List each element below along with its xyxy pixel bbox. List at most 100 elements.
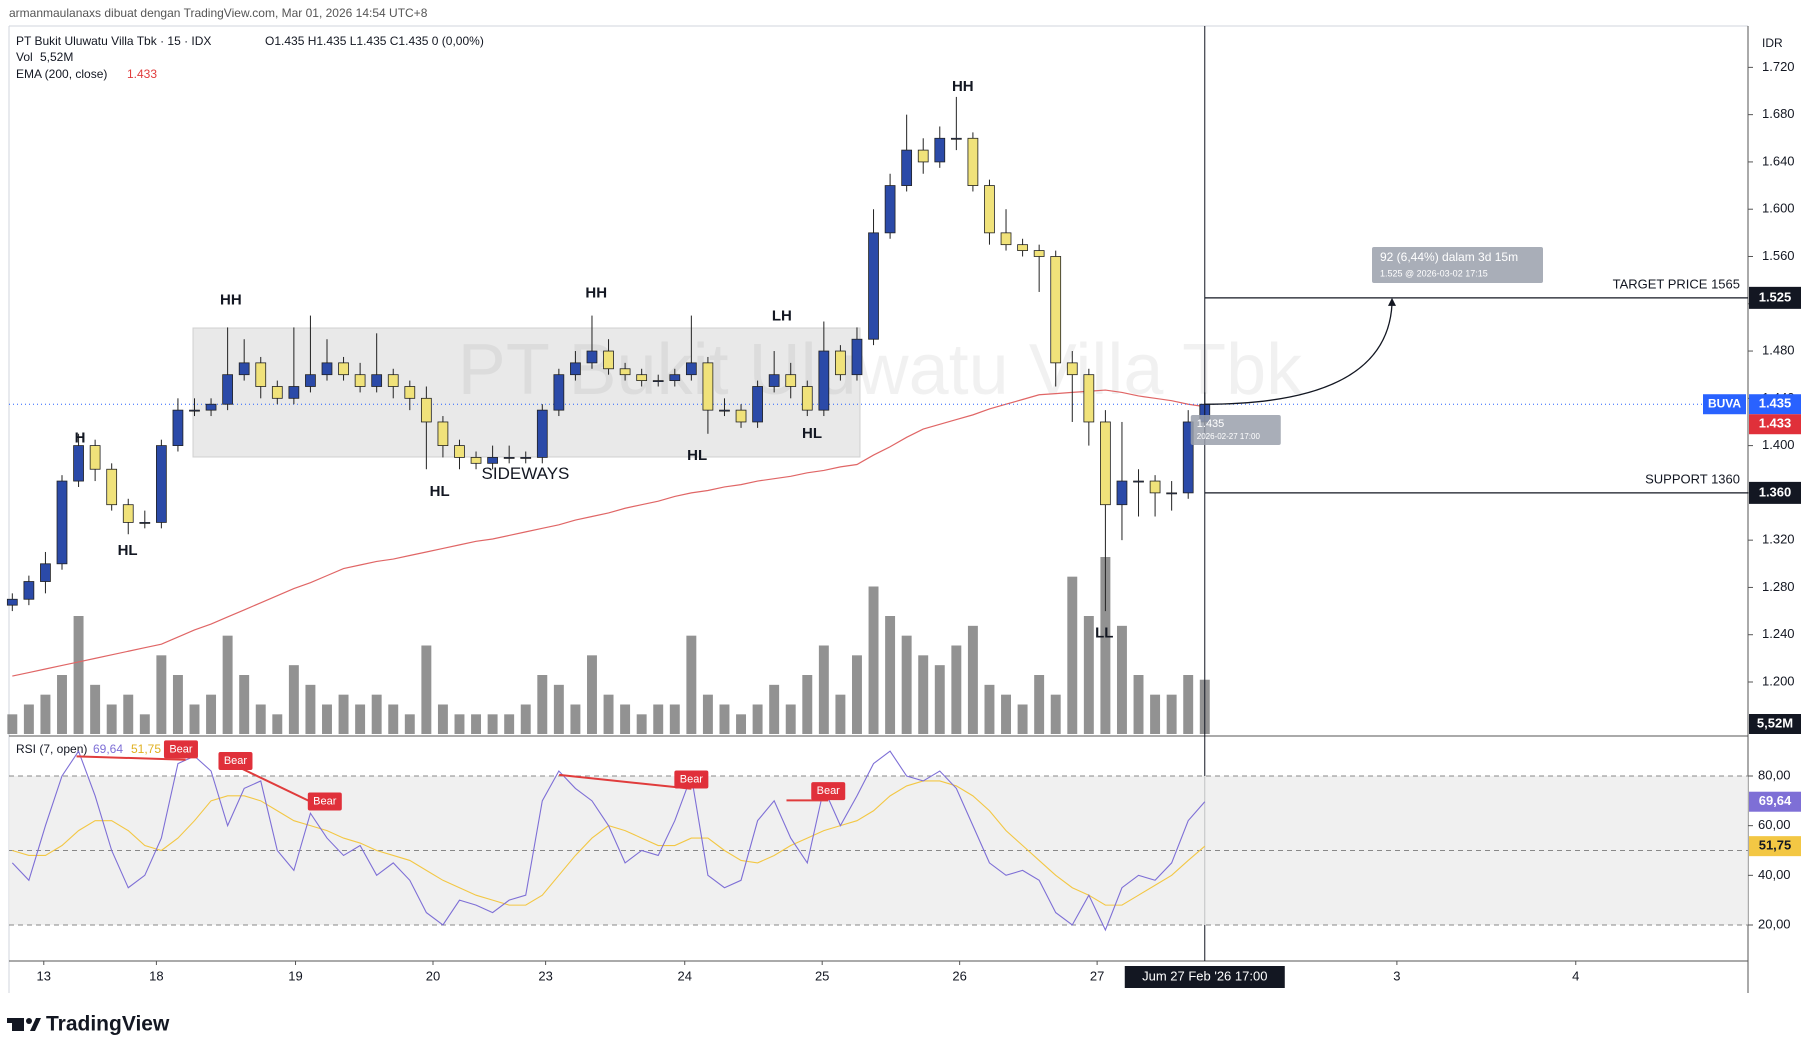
volume-bar xyxy=(1166,694,1177,734)
volume-bar xyxy=(322,704,332,734)
price-tag xyxy=(1749,394,1801,415)
logo xyxy=(7,1018,41,1031)
candle-body xyxy=(984,185,995,234)
annotation: HL xyxy=(802,425,822,442)
candle-body xyxy=(520,457,532,459)
candle-body xyxy=(1050,256,1062,364)
level-tag xyxy=(1749,481,1801,504)
volume-bar xyxy=(7,714,18,734)
attribution: armanmaulanaxs dibuat dengan TradingView… xyxy=(9,6,428,20)
level-label: TARGET PRICE 1565 xyxy=(1613,276,1740,291)
candle-body xyxy=(669,374,681,381)
candle-body xyxy=(536,409,548,458)
x-tick-label: 24 xyxy=(677,968,691,983)
y-tick-label: 1.240 xyxy=(1762,626,1795,641)
ohlc: O1.435 H1.435 L1.435 C1.435 0 (0,00%) xyxy=(265,34,484,48)
volume-bar xyxy=(255,704,266,734)
volume-bar xyxy=(852,655,862,734)
signal-tag xyxy=(163,740,198,759)
volume-bar xyxy=(40,694,51,734)
y-tick-label: 1.720 xyxy=(1762,59,1795,74)
candle-body xyxy=(719,409,730,412)
symbol: PT Bukit Uluwatu Villa Tbk · 15 · IDX xyxy=(16,34,211,48)
candle-body xyxy=(288,386,300,399)
volume-bar xyxy=(1083,616,1094,734)
volume-bar xyxy=(1017,704,1028,734)
volume-bar xyxy=(189,704,200,734)
volume-tag xyxy=(1749,714,1801,734)
candle-body xyxy=(851,338,863,376)
y-tick-label: 1.320 xyxy=(1762,532,1795,547)
volume-bar xyxy=(338,694,349,734)
x-tick-label: 18 xyxy=(149,968,163,983)
volume-bar xyxy=(239,675,250,734)
volume-bar xyxy=(835,694,846,734)
volume-bar xyxy=(139,714,150,734)
candle-body xyxy=(503,457,515,459)
x-tick-label: 25 xyxy=(815,968,829,983)
candle-body xyxy=(835,350,846,376)
candle-body xyxy=(702,362,714,411)
annotation: HL xyxy=(687,447,707,464)
candle-body xyxy=(56,480,68,565)
volume-bar xyxy=(736,714,747,734)
volume-bar xyxy=(23,704,34,734)
candle-body xyxy=(752,386,763,423)
candle-body xyxy=(768,374,780,387)
ema-tag-label: 1.433 xyxy=(1759,416,1792,431)
level-tag-label: 1.525 xyxy=(1759,289,1792,304)
candle-body xyxy=(1149,480,1161,494)
volume-bar xyxy=(371,694,382,734)
annotation: HH xyxy=(952,78,974,95)
volume-bar xyxy=(818,645,829,734)
candle-body xyxy=(454,445,465,458)
volume-bar xyxy=(686,635,697,734)
candle-body xyxy=(23,581,35,600)
volume-label: Vol xyxy=(16,50,33,64)
annotation: HL xyxy=(118,542,138,559)
volume-bar xyxy=(1133,675,1144,734)
candle-body xyxy=(917,149,929,163)
candle-body xyxy=(1166,492,1178,495)
volume-bar xyxy=(885,616,896,734)
x-tick-label: 13 xyxy=(37,968,51,983)
volume-bar xyxy=(702,694,713,734)
candle-body xyxy=(139,522,151,524)
candle-body xyxy=(305,374,316,387)
candle-body xyxy=(884,185,896,234)
candle-body xyxy=(321,362,333,376)
volume-bar xyxy=(206,694,217,734)
candle-body xyxy=(619,368,631,376)
rsi-line xyxy=(11,749,1206,932)
x-tick-label: 23 xyxy=(538,968,552,983)
volume-bar xyxy=(934,665,945,734)
signal-tag xyxy=(307,792,342,811)
volume-bar xyxy=(1001,694,1011,734)
volume-bar xyxy=(437,704,448,734)
volume-bar xyxy=(984,684,995,734)
volume-bar xyxy=(802,675,813,734)
volume-bar xyxy=(553,684,564,734)
y-tick-label: 60,00 xyxy=(1758,817,1791,832)
crosshair-x-label: Jum 27 Feb '26 17:00 xyxy=(1142,968,1267,983)
volume-bar xyxy=(603,694,614,734)
crosshair-tag xyxy=(1190,415,1281,445)
candle-body xyxy=(1182,421,1194,494)
volume-bar xyxy=(587,655,597,734)
volume-bar xyxy=(471,714,482,734)
price-tag-label: 1.435 xyxy=(1759,396,1792,411)
candle-body xyxy=(934,137,946,163)
annotation: LL xyxy=(1095,624,1113,641)
candle-body xyxy=(40,563,51,582)
volume-bar xyxy=(305,684,316,734)
signal-label: Bear xyxy=(313,795,337,807)
candle-body xyxy=(437,421,449,446)
projection-box xyxy=(1372,247,1543,283)
projection-sub: 1.525 @ 2026-03-02 17:15 xyxy=(1380,268,1488,278)
candle-body xyxy=(338,362,349,376)
volume-bar xyxy=(1150,694,1161,734)
crosshair-x-tag xyxy=(1124,966,1285,988)
candle-body xyxy=(255,362,267,387)
candle-body xyxy=(868,232,879,340)
